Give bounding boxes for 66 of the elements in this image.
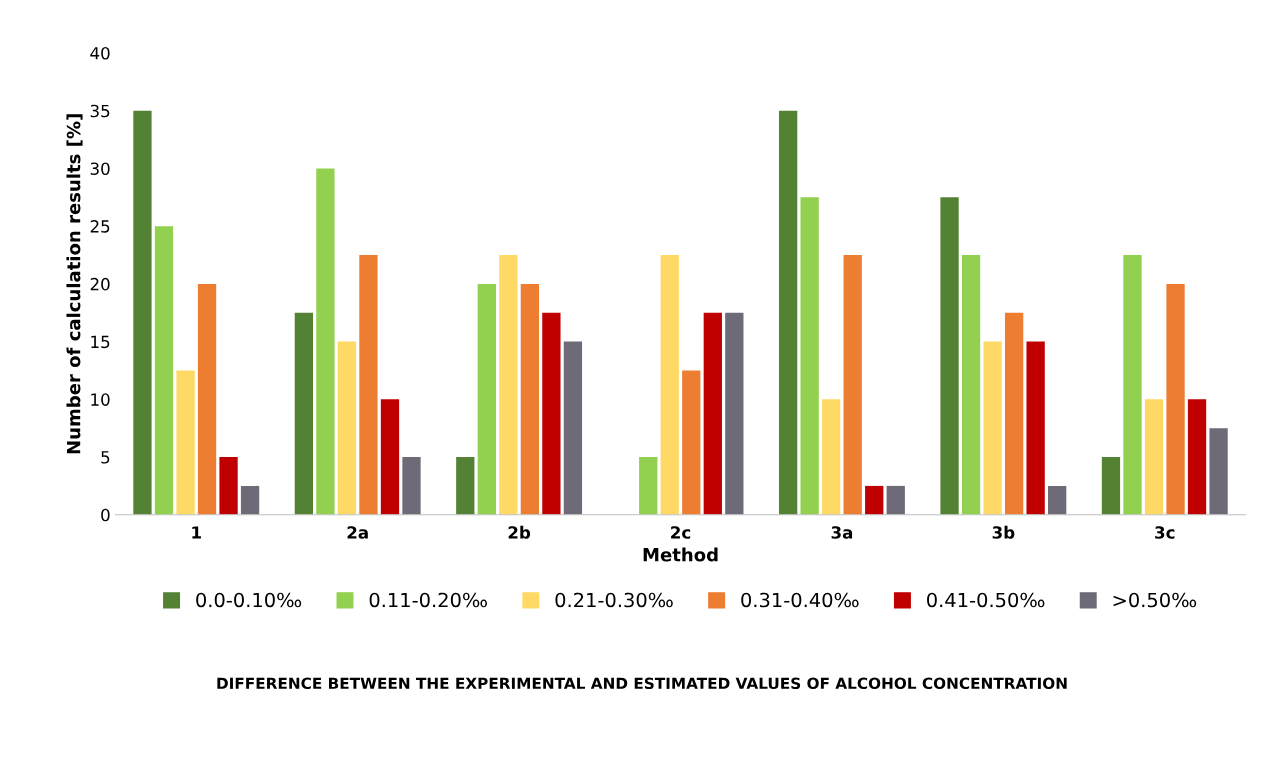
legend-label: 0.21-0.30‰ (555, 592, 673, 608)
bar (660, 255, 679, 515)
bar (1048, 485, 1067, 515)
bar (456, 457, 475, 515)
bar (778, 110, 798, 515)
bar (154, 226, 174, 515)
bar (940, 197, 959, 515)
x-tick-label: 1 (192, 526, 201, 539)
y-tick-label: 25 (90, 220, 110, 233)
bar (176, 370, 195, 515)
y-tick-label: 15 (91, 335, 110, 349)
bar (240, 485, 260, 515)
legend-label: >0.50‰ (1113, 592, 1197, 608)
bar (1004, 312, 1024, 515)
bar (865, 485, 884, 515)
bar (1187, 399, 1207, 515)
bar (337, 341, 357, 515)
bar (800, 197, 819, 515)
bar (294, 312, 314, 515)
text: DIFFERENCE BETWEEN THE EXPERIMENTAL AND ESTIMATED VALUES OF ALCOHOL CONCENTRATION (217, 677, 1067, 690)
bar (639, 457, 658, 515)
y-tick-label: 30 (90, 162, 110, 175)
bar (402, 457, 421, 515)
bar (316, 168, 335, 515)
bar (843, 255, 862, 515)
legend-label: 0.31-0.40‰ (741, 592, 859, 608)
y-tick-label: 0 (101, 508, 110, 522)
x-tick-label: 3b (992, 525, 1015, 539)
bar (822, 399, 841, 515)
x-tick-label: 2a (347, 526, 368, 539)
y-tick-label: 5 (101, 451, 110, 464)
bar (703, 312, 722, 515)
x-tick-label: 3a (831, 526, 853, 539)
bar (983, 341, 1002, 515)
bar (886, 485, 905, 515)
y-tick-label: 35 (90, 104, 110, 118)
x-axis-title: Method (643, 547, 718, 562)
x-tick-label: 2b (508, 525, 531, 539)
y-tick-label: 20 (90, 277, 110, 291)
bar (219, 457, 238, 515)
bar (380, 399, 400, 515)
x-tick-label: 2c (671, 526, 691, 539)
bar (520, 283, 540, 515)
bar (359, 255, 378, 515)
bar (133, 110, 152, 515)
bar (961, 255, 981, 515)
bar (1123, 255, 1142, 515)
bar (1026, 341, 1045, 515)
legend-label: 0.41-0.50‰ (927, 592, 1045, 608)
legend-label: 0.0-0.10‰ (196, 592, 302, 608)
y-axis-title: Number of calculation results [%] (66, 114, 83, 454)
bar (197, 283, 217, 515)
y-tick-label: 40 (90, 46, 110, 60)
bar (542, 312, 561, 515)
bar (1166, 283, 1185, 515)
bar (477, 283, 496, 515)
bar (682, 370, 701, 515)
y-tick-label: 10 (91, 393, 110, 406)
bar (725, 312, 744, 515)
bar (563, 341, 583, 515)
bar (1144, 399, 1164, 515)
bar (499, 255, 518, 515)
x-tick-label: 3c (1155, 526, 1175, 539)
legend-label: 0.11-0.20‰ (369, 592, 487, 608)
bar (1209, 428, 1228, 515)
bar (1101, 457, 1121, 515)
